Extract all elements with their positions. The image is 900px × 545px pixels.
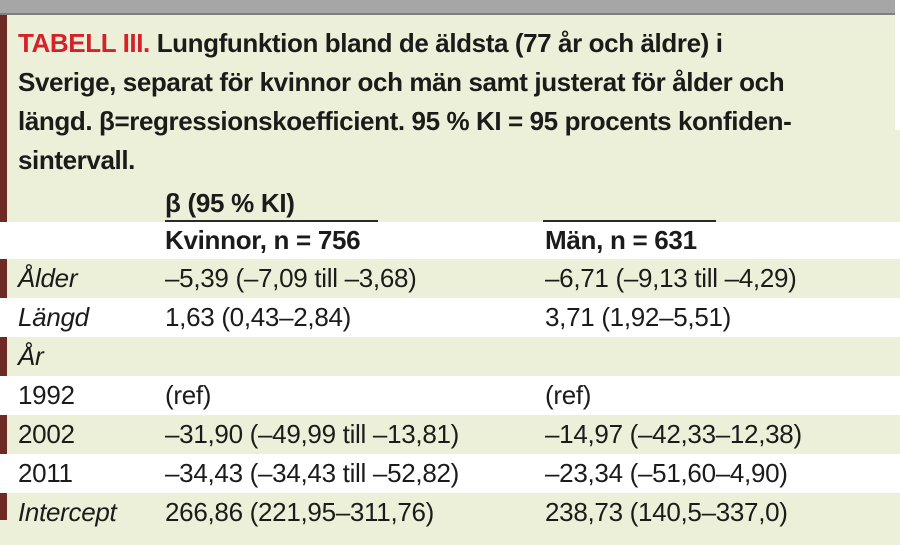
row-label: Intercept	[18, 497, 117, 527]
cell-kvinnor: 1,63 (0,43–2,84)	[165, 302, 352, 332]
top-gray-bar	[0, 0, 895, 15]
table-caption: TABELL III. Lungfunktion bland de äldsta…	[18, 24, 880, 180]
group-header-row: β (95 % KI)	[0, 184, 900, 222]
cell-man: –23,34 (–51,60–4,90)	[545, 458, 788, 488]
table-row-intercept: Intercept 266,86 (221,95–311,76) 238,73 …	[0, 493, 900, 532]
man-column-rule	[543, 220, 716, 222]
left-accent-bar	[0, 15, 7, 520]
cell-man: –14,97 (–42,33–12,38)	[545, 419, 802, 449]
cell-kvinnor: (ref)	[165, 380, 212, 410]
row-label: 2002	[18, 419, 75, 449]
cell-kvinnor: –5,39 (–7,09 till –3,68)	[165, 263, 417, 293]
table-row-alder: Ålder –5,39 (–7,09 till –3,68) –6,71 (–9…	[0, 259, 900, 298]
cell-kvinnor: –34,43 (–34,43 till –52,82)	[165, 458, 460, 488]
cell-kvinnor: 266,86 (221,95–311,76)	[165, 497, 435, 527]
kvinnor-column-rule	[165, 220, 378, 222]
table-row-langd: Längd 1,63 (0,43–2,84) 3,71 (1,92–5,51)	[0, 298, 900, 337]
table-row-2011: 2011 –34,43 (–34,43 till –52,82) –23,34 …	[0, 454, 900, 493]
row-label: Längd	[18, 302, 89, 332]
cell-man: 3,71 (1,92–5,51)	[545, 302, 732, 332]
caption-line-3: längd. β=regressionskoefficient. 95 % KI…	[18, 106, 792, 136]
group-header-beta-ki: β (95 % KI)	[165, 187, 295, 218]
page-edge-gap	[895, 0, 900, 130]
caption-line-2: Sverige, separat för kvinnor och män sam…	[18, 67, 785, 97]
cell-kvinnor: –31,90 (–49,99 till –13,81)	[165, 419, 460, 449]
row-label: 2011	[18, 458, 73, 488]
caption-line-4: sintervall.	[18, 145, 135, 175]
table-row-ar: År	[0, 337, 900, 376]
table-row-1992: 1992 (ref) (ref)	[0, 376, 900, 415]
row-label: År	[18, 341, 44, 371]
caption-text-1: Lungfunktion bland de äldsta (77 år och …	[156, 28, 723, 58]
cell-man: (ref)	[545, 380, 592, 410]
cell-man: –6,71 (–9,13 till –4,29)	[545, 263, 797, 293]
row-label: Ålder	[18, 263, 78, 293]
column-header-row: Kvinnor, n = 756 Män, n = 631	[0, 222, 900, 259]
column-header-man: Män, n = 631	[545, 225, 697, 255]
table-row-2002: 2002 –31,90 (–49,99 till –13,81) –14,97 …	[0, 415, 900, 454]
row-label: 1992	[18, 380, 75, 410]
caption-line-1: TABELL III. Lungfunktion bland de äldsta…	[18, 24, 880, 63]
table-number-label: TABELL III.	[18, 28, 150, 58]
cell-man: 238,73 (140,5–337,0)	[545, 497, 788, 527]
column-header-kvinnor: Kvinnor, n = 756	[165, 225, 361, 255]
data-table: β (95 % KI) Kvinnor, n = 756 Män, n = 63…	[0, 184, 900, 532]
